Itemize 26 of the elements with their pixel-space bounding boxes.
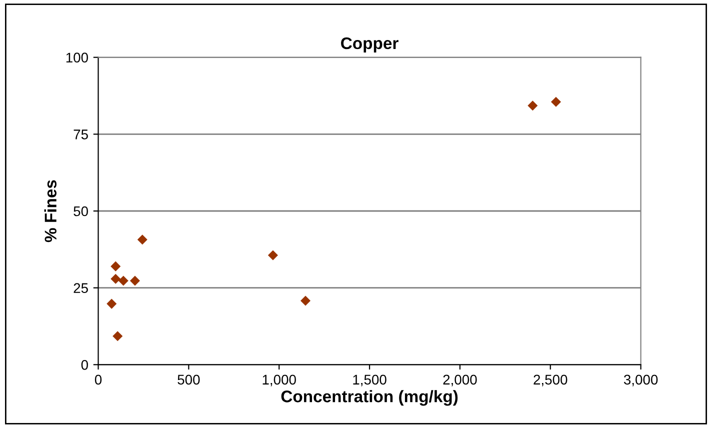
x-tick-label: 1,000 [262,374,296,386]
y-tick-label: 0 [81,360,88,370]
x-axis-title: Concentration (mg/kg) [281,390,458,406]
point [130,276,140,286]
x-tick-label: 0 [94,374,102,385]
x-tick-label: 1,500 [353,374,386,386]
x-tick-label: 2,000 [443,374,477,386]
y-tick-label: 50 [74,206,88,216]
point [528,100,538,111]
x-tick-label: 2,500 [534,374,568,386]
x-tick-label: 3,000 [624,374,658,386]
point [268,250,278,260]
y-tick-label: 25 [74,283,88,293]
point [550,96,561,107]
point [106,298,117,309]
y-axis-title: % Fines [44,180,57,242]
y-tick-label: 75 [74,130,88,140]
point [118,276,128,286]
point [110,274,121,284]
point [137,234,148,245]
point [300,296,311,306]
chart-title: Copper [341,37,398,52]
point [110,261,121,272]
x-tick-label: 500 [178,374,200,385]
point [112,331,123,342]
y-tick-label: 100 [66,52,88,63]
